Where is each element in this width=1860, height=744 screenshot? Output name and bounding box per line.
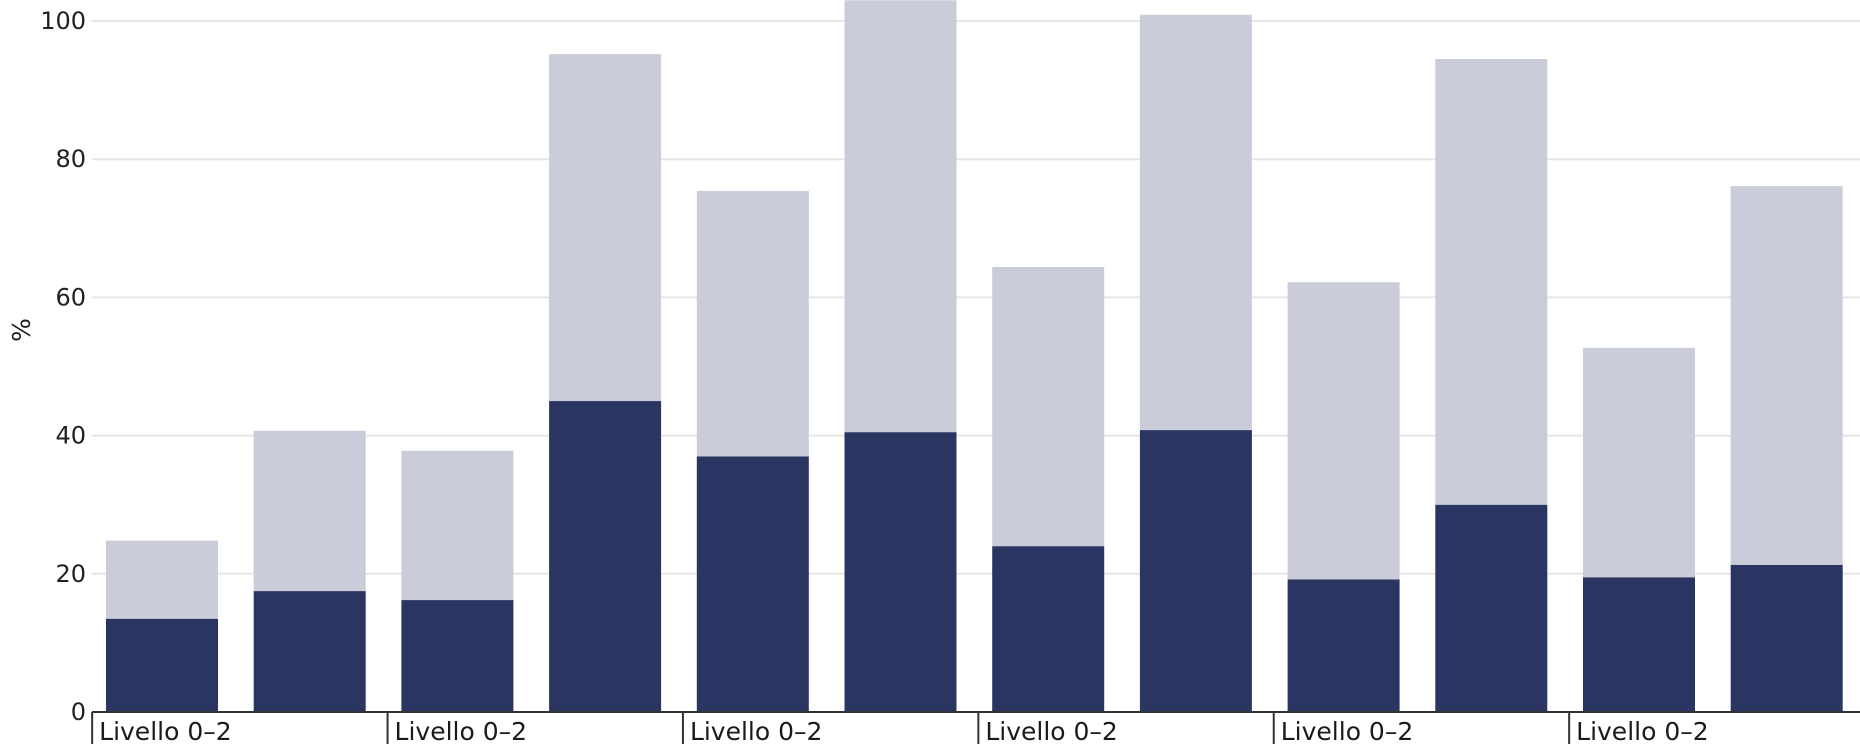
- bar-series2-1: [106, 540, 218, 619]
- y-axis-title: %: [7, 318, 36, 342]
- group-label-3: Livello 0–2: [690, 717, 823, 744]
- y-tick-label-0: 0: [71, 698, 86, 726]
- bar-series1-8: [1139, 430, 1252, 712]
- group-label-1: Livello 0–2: [99, 717, 232, 744]
- bar-series1-12: [1730, 564, 1843, 712]
- y-tick-label-40: 40: [55, 422, 86, 450]
- bar-series2-7: [992, 266, 1105, 547]
- axes: 0 20 40 60 80 100 Livello 0–2 Livello 0–2 Livell…: [40, 7, 1860, 744]
- bar-series2-4: [549, 54, 662, 402]
- gridlines: [92, 20, 1860, 575]
- bar-series1-11: [1583, 577, 1695, 712]
- bar-series2-6: [844, 0, 957, 433]
- bar-series1-9: [1287, 579, 1400, 712]
- bar-series2-5: [696, 190, 809, 457]
- bar-series1-7: [992, 546, 1105, 712]
- bar-series2-8: [1139, 14, 1252, 431]
- bar-series1-4: [549, 401, 662, 712]
- bar-series1-2: [253, 591, 366, 712]
- bar-series1-10: [1435, 504, 1548, 712]
- bar-series2-12: [1730, 186, 1843, 565]
- bar-series2-9: [1287, 282, 1400, 580]
- bar-series1-3: [401, 600, 514, 712]
- group-label-5: Livello 0–2: [1281, 717, 1414, 744]
- bars: [106, 0, 1843, 712]
- group-label-6: Livello 0–2: [1576, 717, 1709, 744]
- bar-series1-5: [696, 456, 809, 712]
- bar-series1-6: [844, 432, 957, 712]
- bar-series2-3: [401, 450, 514, 601]
- bar-series1-1: [106, 618, 218, 712]
- y-tick-label-60: 60: [55, 283, 86, 311]
- bar-series2-2: [253, 430, 366, 592]
- y-tick-label-100: 100: [40, 7, 86, 35]
- y-tick-label-80: 80: [55, 145, 86, 173]
- group-label-4: Livello 0–2: [985, 717, 1118, 744]
- group-label-2: Livello 0–2: [395, 717, 528, 744]
- bar-series2-11: [1583, 347, 1695, 578]
- bar-series2-10: [1435, 59, 1548, 505]
- y-tick-label-20: 20: [55, 560, 86, 588]
